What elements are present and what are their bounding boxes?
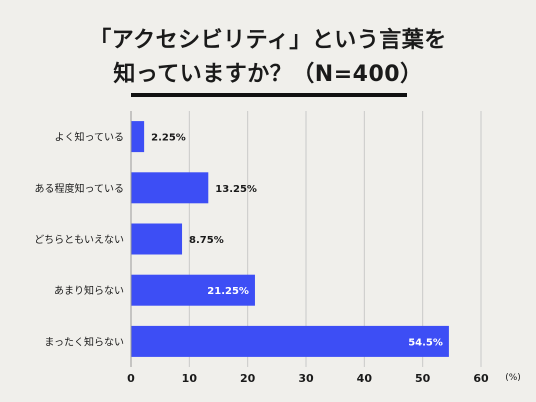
chart-subtitle: 知っていますか？（N=400） (113, 62, 423, 87)
bar (131, 121, 145, 153)
category-label: ある程度知っている (35, 182, 125, 195)
bar (131, 325, 449, 357)
category-label: どちらともいえない (34, 234, 124, 246)
chart-title: 「アクセシビリティ」という言葉を (89, 28, 447, 53)
x-tick-label: 0 (127, 372, 135, 385)
data-label: 2.25% (151, 133, 186, 144)
bar (131, 274, 255, 306)
x-tick-label: 60 (473, 372, 489, 385)
category-label: あまり知らない (54, 284, 124, 297)
data-label: 13.25% (215, 184, 257, 195)
x-tick-label: 50 (415, 372, 431, 385)
x-tick-label: 20 (240, 372, 256, 385)
x-unit-label: (%) (505, 373, 521, 383)
x-tick-label: 40 (357, 372, 373, 385)
x-tick-label: 30 (298, 372, 314, 385)
data-label: 54.5% (408, 337, 443, 348)
title-underline (131, 93, 407, 97)
bar (131, 223, 183, 255)
category-label: まったく知らない (44, 335, 124, 348)
category-label: よく知っている (55, 131, 125, 144)
data-label: 8.75% (189, 235, 224, 246)
bar (131, 172, 209, 204)
x-tick-label: 10 (182, 372, 198, 385)
data-label: 21.25% (207, 286, 249, 297)
